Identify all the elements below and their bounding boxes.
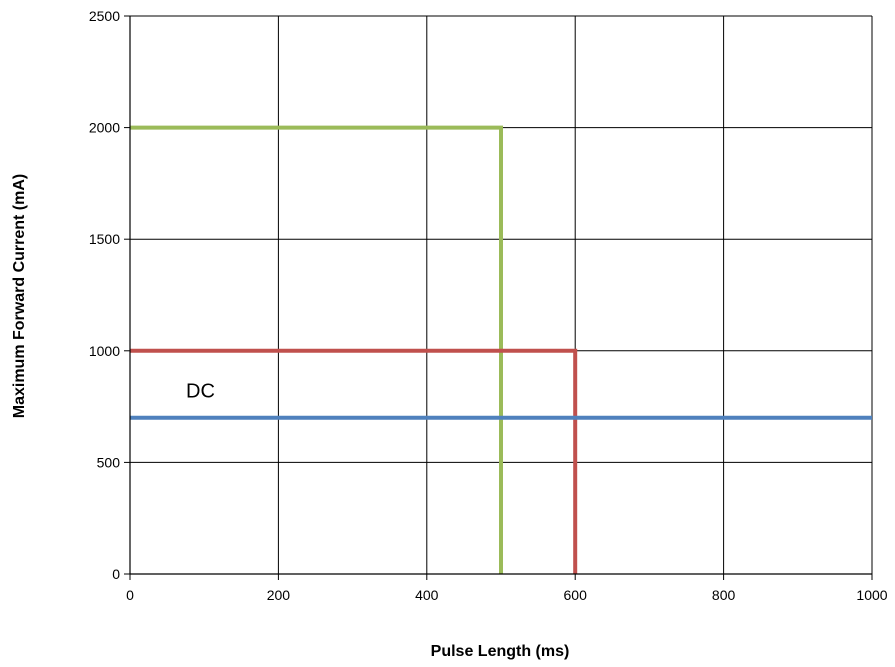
- y-tick-label-4: 2000: [89, 120, 120, 136]
- y-axis-ticks: 0 500 1000 1500 2000 2500: [89, 8, 130, 582]
- y-axis-title: Maximum Forward Current (mA): [11, 174, 28, 418]
- y-tick-label-2: 1000: [89, 343, 120, 359]
- series-line-0: [130, 125, 503, 574]
- y-tick-label-1: 500: [97, 454, 121, 470]
- x-tick-label-3: 600: [564, 587, 588, 603]
- x-tick-label-0: 0: [126, 587, 134, 603]
- x-tick-label-1: 200: [267, 587, 291, 603]
- x-axis-ticks: 0 200 400 600 800 1000: [126, 574, 888, 603]
- x-tick-label-2: 400: [415, 587, 439, 603]
- y-tick-label-3: 1500: [89, 231, 120, 247]
- x-axis-title: Pulse Length (ms): [431, 643, 570, 660]
- plot-frame: [129, 16, 872, 575]
- y-tick-label-5: 2500: [89, 8, 120, 24]
- series-group: [130, 125, 872, 574]
- x-tick-label-4: 800: [712, 587, 736, 603]
- x-tick-label-5: 1000: [856, 587, 887, 603]
- series-line-1: [130, 348, 578, 574]
- annotations: DC: [186, 381, 215, 403]
- annotation-dc-label: DC: [186, 381, 215, 403]
- y-tick-label-0: 0: [112, 566, 120, 582]
